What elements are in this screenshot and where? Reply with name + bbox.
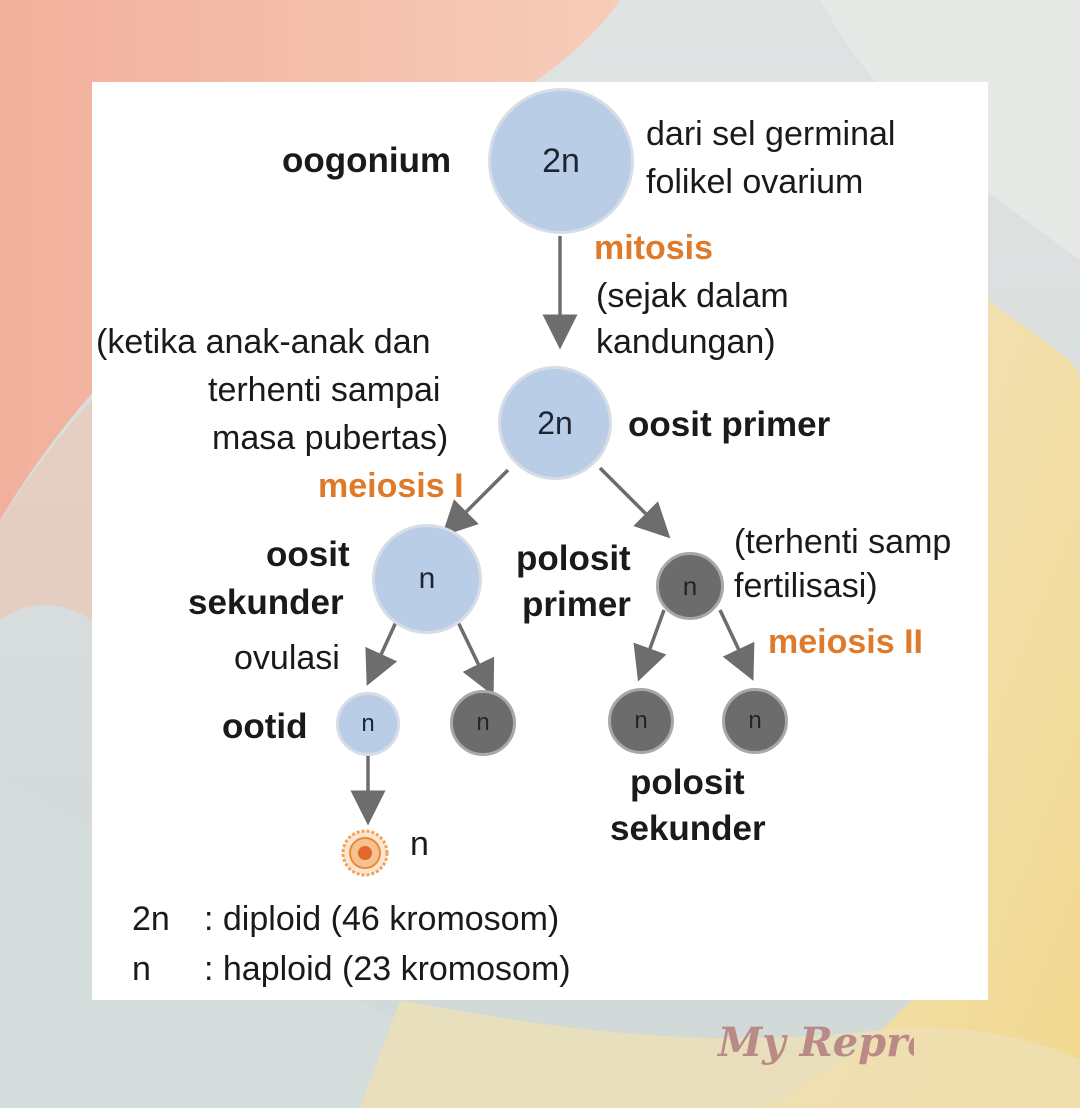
- polosit-primer-cell: n: [656, 552, 724, 620]
- oosit-sekunder-label-1: oosit: [266, 535, 350, 574]
- ovum-icon: [341, 829, 389, 877]
- oogonium-note-2: folikel ovarium: [646, 163, 864, 201]
- watermark-logo: My Repro: [714, 1010, 934, 1085]
- diagram-card: [92, 82, 988, 1000]
- oosit-primer-note-1: (ketika anak-anak dan: [96, 323, 431, 361]
- polosit-sekunder-label-2: sekunder: [610, 809, 766, 848]
- oogonium-label: oogonium: [282, 141, 452, 180]
- legend-row-diploid: 2n : diploid (46 kromosom): [132, 900, 559, 939]
- polosit-primer-ploidy: n: [682, 570, 698, 601]
- oogonium-note-1: dari sel germinal: [646, 115, 896, 153]
- ovulasi-label: ovulasi: [234, 639, 340, 677]
- oosit-sekunder-ploidy: n: [418, 562, 436, 595]
- polosit-sekunder-label-1: polosit: [630, 763, 745, 802]
- polar-cell-a: n: [450, 690, 516, 756]
- arrow-primer-to-sekunder: [441, 468, 510, 537]
- polosit-primer-note-1: (terhenti samp: [734, 523, 952, 561]
- polosit-primer-note-2: fertilisasi): [734, 567, 878, 605]
- ootid-label: ootid: [222, 707, 308, 746]
- ovum-ploidy: n: [410, 825, 429, 863]
- polosit-primer-label-2: primer: [522, 585, 631, 624]
- arrow-primer-to-polosit: [598, 466, 671, 539]
- meiosis-1-label: meiosis I: [318, 467, 464, 505]
- polosit-sekunder-ploidy-right: n: [748, 707, 762, 734]
- oosit-primer-note-2: terhenti sampai: [208, 371, 441, 409]
- arrow-sekunder-to-polar: [456, 621, 495, 696]
- oosit-primer-cell: 2n: [498, 366, 612, 480]
- oosit-primer-note-3: masa pubertas): [212, 419, 449, 457]
- oosit-sekunder-cell: n: [372, 524, 482, 634]
- polar-a-ploidy: n: [476, 709, 490, 736]
- oosit-sekunder-label-2: sekunder: [188, 583, 344, 622]
- watermark-text: My Repro: [716, 1019, 914, 1066]
- arrow-sekunder-to-ootid: [365, 621, 398, 686]
- meiosis-2-label: meiosis II: [768, 623, 923, 661]
- legend-text-haploid: : haploid (23 kromosom): [204, 950, 571, 988]
- polosit-sekunder-cell-right: n: [722, 688, 788, 754]
- oogonium-cell: 2n: [488, 88, 634, 234]
- arrow-polosit-to-right: [718, 609, 755, 681]
- polosit-primer-label-1: polosit: [516, 539, 631, 578]
- legend-symbol-diploid: 2n: [132, 900, 170, 938]
- ootid-cell: n: [336, 692, 400, 756]
- ootid-ploidy: n: [361, 710, 375, 737]
- oogonium-ploidy: 2n: [542, 141, 580, 180]
- legend-row-haploid: n : haploid (23 kromosom): [132, 950, 571, 989]
- polosit-sekunder-cell-left: n: [608, 688, 674, 754]
- polosit-sekunder-ploidy-left: n: [634, 707, 648, 734]
- legend-text-diploid: : diploid (46 kromosom): [204, 900, 560, 938]
- oosit-primer-label: oosit primer: [628, 405, 831, 444]
- mitosis-note-2: kandungan): [596, 323, 776, 361]
- arrow-polosit-to-left: [633, 609, 667, 682]
- legend-symbol-haploid: n: [132, 950, 151, 988]
- mitosis-note-1: (sejak dalam: [596, 277, 789, 315]
- mitosis-label: mitosis: [594, 229, 714, 267]
- oosit-primer-ploidy: 2n: [537, 404, 573, 441]
